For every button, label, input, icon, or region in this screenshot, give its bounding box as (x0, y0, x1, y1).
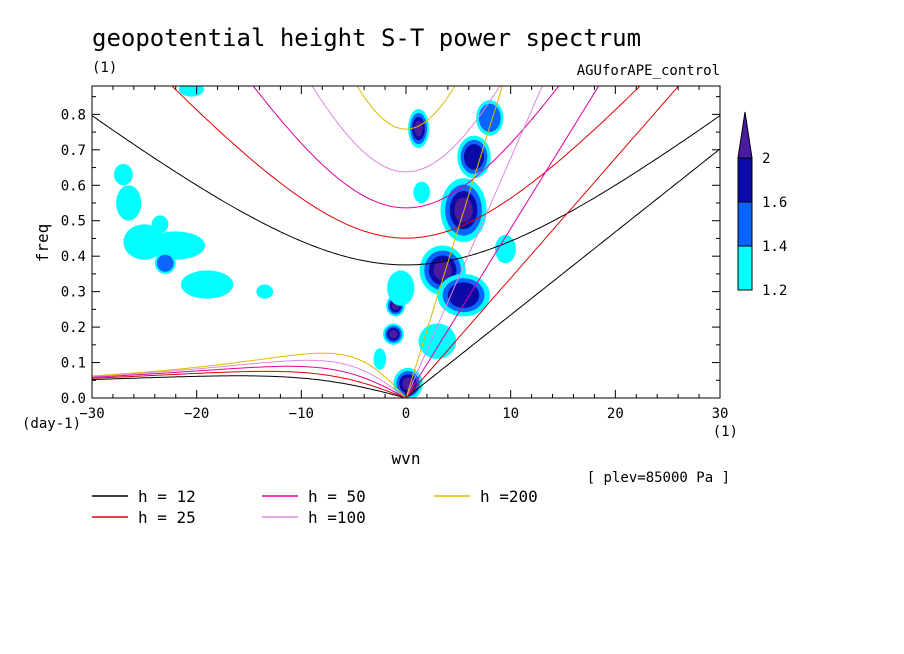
colorbar-arrow (737, 111, 753, 159)
contour-blob-9-level-0 (418, 323, 457, 359)
chart-subtitle-right: AGUforAPE_control (577, 63, 720, 79)
contour-blob-21-level-0 (373, 348, 387, 370)
contour-blob-13-level-0 (146, 231, 206, 260)
legend: h = 12 h = 25 h = 50 h =100 h =200 (92, 487, 538, 527)
dispersion-curves (92, 86, 720, 398)
legend-label-200: h =200 (480, 487, 538, 506)
curve-12-rossby (92, 375, 407, 398)
contour-blob-3-level-3 (389, 329, 398, 339)
x-axis-unit: (1) (713, 424, 738, 440)
curve-200-gravity (356, 86, 456, 130)
legend-label-25: h = 25 (138, 508, 196, 527)
x-tick-label: −10 (289, 406, 314, 422)
contour-blob-10-level-0 (494, 234, 516, 264)
curve-12-kelvin (405, 148, 720, 398)
curve-12-gravity (92, 115, 720, 266)
colorbar: 1.2 1.4 1.6 2 (737, 111, 787, 299)
curve-100-rossby (92, 359, 407, 398)
y-tick-label: 0.8 (61, 107, 86, 123)
x-tick-label: −30 (79, 406, 104, 422)
contour-blob-15-level-0 (113, 164, 133, 186)
colorbar-label: 1.6 (762, 195, 787, 211)
x-tick-label: −20 (184, 406, 209, 422)
contour-blob-4-level-3 (433, 260, 452, 281)
y-axis-unit: (day-1) (22, 416, 81, 432)
curve-200-rossby (92, 352, 407, 398)
curve-25-kelvin (405, 86, 680, 398)
colorbar-label: 1.2 (762, 283, 787, 299)
y-axis-label: freq (33, 224, 52, 263)
curve-25-rossby (92, 370, 407, 398)
legend-label-12: h = 12 (138, 487, 196, 506)
y-tick-label: 0.7 (61, 143, 86, 159)
chart-title: geopotential height S-T power spectrum (92, 24, 641, 52)
chart-subtitle-left: (1) (92, 60, 117, 76)
legend-label-100: h =100 (308, 508, 366, 527)
x-tick-label: 20 (607, 406, 624, 422)
curve-25-gravity (171, 86, 641, 239)
colorbar-segment-0 (737, 245, 753, 291)
y-tick-label: 0.0 (61, 391, 86, 407)
curve-200-kelvin (405, 86, 503, 398)
contour-blob-7-level-2 (463, 144, 485, 170)
x-axis-label: wvn (392, 449, 421, 468)
colorbar-segment-2 (737, 157, 753, 203)
contour-blob-6-level-2 (447, 282, 480, 308)
curve-100-gravity (311, 86, 501, 173)
colorbar-segment-1 (737, 201, 753, 247)
plev-annotation: [ plev=85000 Pa ] (587, 470, 730, 486)
contour-blob-0-level-3 (414, 120, 423, 137)
curve-50-rossby (92, 365, 407, 398)
y-tick-label: 0.2 (61, 320, 86, 336)
curve-50-kelvin (405, 86, 600, 398)
contour-blob-19-level-0 (151, 215, 169, 234)
y-tick-label: 0.1 (61, 356, 86, 372)
colorbar-label: 1.4 (762, 239, 787, 255)
plot-area: −30 −20 −10 0 10 20 30 0.0 0.1 0.2 0.3 0.4 0.5 0.6 0.7… (61, 85, 729, 422)
y-tick-label: 0.3 (61, 285, 86, 301)
contour-blob-22-level-0 (413, 181, 431, 203)
legend-label-50: h = 50 (308, 487, 366, 506)
y-tick-label: 0.6 (61, 178, 86, 194)
colorbar-label: 2 (762, 151, 770, 167)
axis-ticks: −30 −20 −10 0 10 20 30 0.0 0.1 0.2 0.3 0.4 0.5 0.6 0.7… (61, 86, 729, 422)
x-tick-label: 10 (502, 406, 519, 422)
contour-blob-16-level-0 (178, 86, 204, 97)
y-tick-label: 0.4 (61, 249, 86, 265)
curve-50-gravity (252, 86, 560, 209)
contour-blob-11-level-0 (116, 185, 142, 221)
contour-blob-18-level-0 (256, 284, 274, 299)
contour-blob-17-level-1 (156, 254, 174, 272)
curve-100-kelvin (405, 86, 543, 398)
contour-blob-20-level-0 (387, 270, 415, 306)
power-contours (113, 86, 516, 398)
contour-blob-14-level-0 (180, 270, 234, 299)
y-tick-label: 0.5 (61, 214, 86, 230)
x-tick-label: 30 (712, 406, 729, 422)
x-tick-label: 0 (402, 406, 410, 422)
